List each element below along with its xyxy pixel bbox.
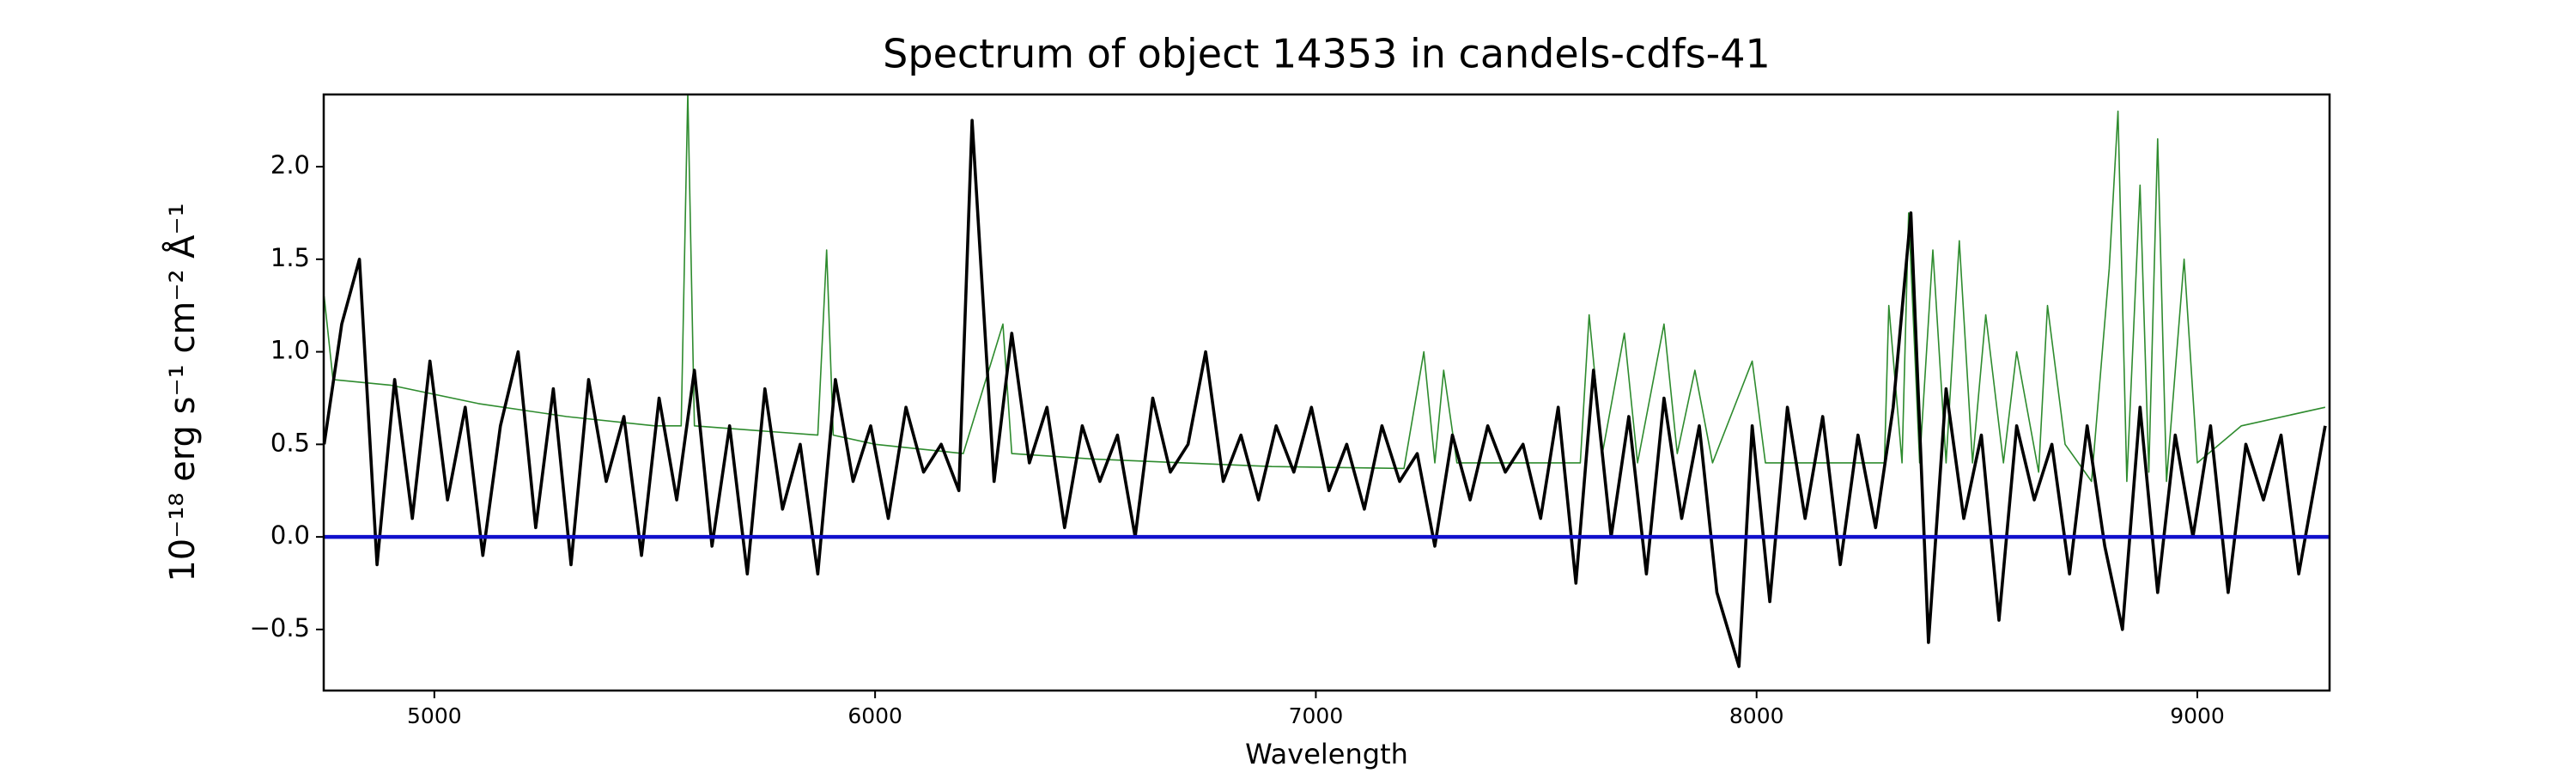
x-tick-label: 7000 [1289, 703, 1344, 728]
x-tick-label: 5000 [407, 703, 462, 728]
axes-frame [322, 93, 2331, 692]
chart-title: Spectrum of object 14353 in candels-cdfs… [883, 31, 1771, 77]
y-axis-label: 10⁻¹⁸ erg s⁻¹ cm⁻² Å⁻¹ [161, 203, 203, 581]
spectrum-line [324, 119, 2327, 668]
y-tick-label: 1.0 [270, 336, 310, 365]
plot-area [324, 94, 2330, 668]
y-tick-label: 1.5 [270, 243, 310, 272]
x-tick-label: 8000 [1729, 703, 1784, 728]
spectrum-line [324, 94, 2326, 483]
x-tick-label: 9000 [2170, 703, 2225, 728]
y-tick-label: 0.5 [270, 428, 310, 457]
y-tick-label: 0.0 [270, 520, 310, 550]
y-tick-label: 2.0 [270, 150, 310, 180]
x-axis-label: Wavelength [1245, 738, 1408, 770]
y-tick-label: −0.5 [250, 613, 310, 642]
x-tick-label: 6000 [848, 703, 902, 728]
